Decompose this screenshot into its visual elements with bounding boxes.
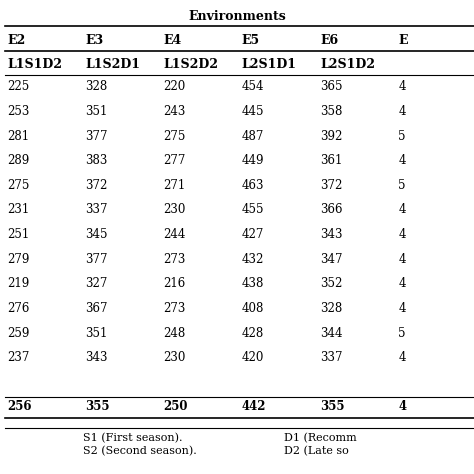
Text: 220: 220 [164, 80, 186, 93]
Text: 273: 273 [164, 253, 186, 266]
Text: 230: 230 [164, 351, 186, 365]
Text: S2 (Second season).: S2 (Second season). [83, 446, 197, 456]
Text: 225: 225 [7, 80, 29, 93]
Text: 216: 216 [164, 277, 186, 291]
Text: 449: 449 [242, 154, 264, 167]
Text: 367: 367 [85, 302, 108, 315]
Text: 392: 392 [320, 129, 342, 143]
Text: 337: 337 [320, 351, 342, 365]
Text: 5: 5 [398, 179, 406, 192]
Text: 463: 463 [242, 179, 264, 192]
Text: 383: 383 [85, 154, 108, 167]
Text: 5: 5 [398, 327, 406, 340]
Text: 372: 372 [320, 179, 342, 192]
Text: E5: E5 [242, 34, 260, 47]
Text: 4: 4 [398, 253, 406, 266]
Text: 377: 377 [85, 129, 108, 143]
Text: 361: 361 [320, 154, 342, 167]
Text: E4: E4 [164, 34, 182, 47]
Text: 237: 237 [7, 351, 29, 365]
Text: 328: 328 [320, 302, 342, 315]
Text: L2S1D2: L2S1D2 [320, 58, 375, 72]
Text: 344: 344 [320, 327, 342, 340]
Text: 259: 259 [7, 327, 29, 340]
Text: S1 (First season).: S1 (First season). [83, 433, 182, 444]
Text: 275: 275 [7, 179, 29, 192]
Text: 276: 276 [7, 302, 29, 315]
Text: 355: 355 [320, 400, 345, 413]
Text: 4: 4 [398, 277, 406, 291]
Text: L2S1D1: L2S1D1 [242, 58, 297, 72]
Text: L1S2D2: L1S2D2 [164, 58, 219, 72]
Text: 4: 4 [398, 80, 406, 93]
Text: 454: 454 [242, 80, 264, 93]
Text: 351: 351 [85, 327, 108, 340]
Text: 275: 275 [164, 129, 186, 143]
Text: 271: 271 [164, 179, 186, 192]
Text: 4: 4 [398, 400, 406, 413]
Text: 366: 366 [320, 203, 342, 217]
Text: 327: 327 [85, 277, 108, 291]
Text: 455: 455 [242, 203, 264, 217]
Text: 408: 408 [242, 302, 264, 315]
Text: 4: 4 [398, 228, 406, 241]
Text: 428: 428 [242, 327, 264, 340]
Text: 4: 4 [398, 203, 406, 217]
Text: E6: E6 [320, 34, 338, 47]
Text: 273: 273 [164, 302, 186, 315]
Text: 337: 337 [85, 203, 108, 217]
Text: 352: 352 [320, 277, 342, 291]
Text: L1S2D1: L1S2D1 [85, 58, 140, 72]
Text: 442: 442 [242, 400, 266, 413]
Text: E2: E2 [7, 34, 26, 47]
Text: Environments: Environments [188, 10, 286, 23]
Text: 256: 256 [7, 400, 32, 413]
Text: 432: 432 [242, 253, 264, 266]
Text: 248: 248 [164, 327, 186, 340]
Text: D1 (Recomm: D1 (Recomm [284, 433, 357, 444]
Text: 244: 244 [164, 228, 186, 241]
Text: 438: 438 [242, 277, 264, 291]
Text: 377: 377 [85, 253, 108, 266]
Text: 358: 358 [320, 105, 342, 118]
Text: 281: 281 [7, 129, 29, 143]
Text: 487: 487 [242, 129, 264, 143]
Text: 4: 4 [398, 105, 406, 118]
Text: 4: 4 [398, 351, 406, 365]
Text: 427: 427 [242, 228, 264, 241]
Text: 251: 251 [7, 228, 29, 241]
Text: 253: 253 [7, 105, 29, 118]
Text: 343: 343 [320, 228, 342, 241]
Text: 445: 445 [242, 105, 264, 118]
Text: 219: 219 [7, 277, 29, 291]
Text: 328: 328 [85, 80, 108, 93]
Text: 243: 243 [164, 105, 186, 118]
Text: L1S1D2: L1S1D2 [7, 58, 62, 72]
Text: 250: 250 [164, 400, 188, 413]
Text: 5: 5 [398, 129, 406, 143]
Text: 351: 351 [85, 105, 108, 118]
Text: 4: 4 [398, 302, 406, 315]
Text: E: E [398, 34, 408, 47]
Text: 347: 347 [320, 253, 342, 266]
Text: 345: 345 [85, 228, 108, 241]
Text: 277: 277 [164, 154, 186, 167]
Text: D2 (Late so: D2 (Late so [284, 446, 349, 456]
Text: 355: 355 [85, 400, 110, 413]
Text: 231: 231 [7, 203, 29, 217]
Text: 365: 365 [320, 80, 342, 93]
Text: 289: 289 [7, 154, 29, 167]
Text: E3: E3 [85, 34, 103, 47]
Text: 372: 372 [85, 179, 108, 192]
Text: 279: 279 [7, 253, 29, 266]
Text: 420: 420 [242, 351, 264, 365]
Text: 343: 343 [85, 351, 108, 365]
Text: 4: 4 [398, 154, 406, 167]
Text: 230: 230 [164, 203, 186, 217]
